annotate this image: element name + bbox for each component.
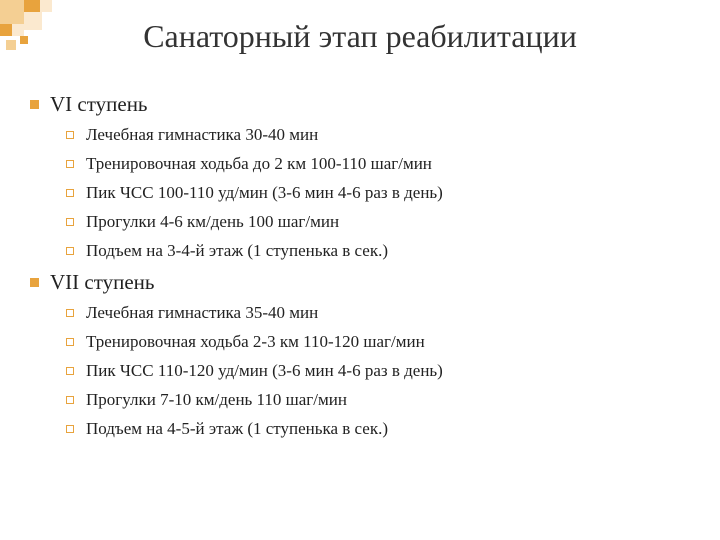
hollow-square-bullet-icon xyxy=(66,218,74,226)
content-area: VI ступень Лечебная гимнастика 30-40 мин Т… xyxy=(30,92,690,448)
sub-item: Тренировочная ходьба до 2 км 100-110 шаг… xyxy=(66,154,690,174)
square-bullet-icon xyxy=(30,278,39,287)
sub-item: Прогулки 4-6 км/день 100 шаг/мин xyxy=(66,212,690,232)
sub-item: Пик ЧСС 110-120 уд/мин (3-6 мин 4-6 раз … xyxy=(66,361,690,381)
sub-item: Лечебная гимнастика 35-40 мин xyxy=(66,303,690,323)
hollow-square-bullet-icon xyxy=(66,131,74,139)
sub-item-label: Тренировочная ходьба до 2 км 100-110 шаг… xyxy=(86,154,432,174)
hollow-square-bullet-icon xyxy=(66,189,74,197)
sub-item-label: Прогулки 4-6 км/день 100 шаг/мин xyxy=(86,212,339,232)
sub-item: Прогулки 7-10 км/день 110 шаг/мин xyxy=(66,390,690,410)
hollow-square-bullet-icon xyxy=(66,338,74,346)
sub-item-label: Подъем на 3-4-й этаж (1 ступенька в сек.… xyxy=(86,241,388,261)
sub-item: Лечебная гимнастика 30-40 мин xyxy=(66,125,690,145)
hollow-square-bullet-icon xyxy=(66,247,74,255)
hollow-square-bullet-icon xyxy=(66,425,74,433)
level-item: VI ступень Лечебная гимнастика 30-40 мин Т… xyxy=(30,92,690,261)
hollow-square-bullet-icon xyxy=(66,396,74,404)
level-item: VII ступень Лечебная гимнастика 35-40 мин… xyxy=(30,270,690,439)
sub-item-label: Пик ЧСС 110-120 уд/мин (3-6 мин 4-6 раз … xyxy=(86,361,443,381)
deco-square xyxy=(24,0,40,12)
level-label: VII ступень xyxy=(50,270,155,295)
sub-item: Подъем на 4-5-й этаж (1 ступенька в сек.… xyxy=(66,419,690,439)
hollow-square-bullet-icon xyxy=(66,309,74,317)
sub-item-label: Тренировочная ходьба 2-3 км 110-120 шаг/… xyxy=(86,332,425,352)
sub-item: Пик ЧСС 100-110 уд/мин (3-6 мин 4-6 раз … xyxy=(66,183,690,203)
sub-item: Подъем на 3-4-й этаж (1 ступенька в сек.… xyxy=(66,241,690,261)
sub-item-label: Прогулки 7-10 км/день 110 шаг/мин xyxy=(86,390,347,410)
level-row: VII ступень xyxy=(30,270,690,295)
sub-item-label: Подъем на 4-5-й этаж (1 ступенька в сек.… xyxy=(86,419,388,439)
sub-item-label: Пик ЧСС 100-110 уд/мин (3-6 мин 4-6 раз … xyxy=(86,183,443,203)
sub-item: Тренировочная ходьба 2-3 км 110-120 шаг/… xyxy=(66,332,690,352)
sub-item-label: Лечебная гимнастика 35-40 мин xyxy=(86,303,318,323)
level-row: VI ступень xyxy=(30,92,690,117)
hollow-square-bullet-icon xyxy=(66,160,74,168)
sub-list: Лечебная гимнастика 35-40 мин Тренировочн… xyxy=(66,303,690,439)
level-label: VI ступень xyxy=(50,92,148,117)
square-bullet-icon xyxy=(30,100,39,109)
hollow-square-bullet-icon xyxy=(66,367,74,375)
deco-square xyxy=(40,0,52,12)
sub-list: Лечебная гимнастика 30-40 мин Тренировочн… xyxy=(66,125,690,261)
slide-title: Санаторный этап реабилитации xyxy=(0,18,720,55)
sub-item-label: Лечебная гимнастика 30-40 мин xyxy=(86,125,318,145)
